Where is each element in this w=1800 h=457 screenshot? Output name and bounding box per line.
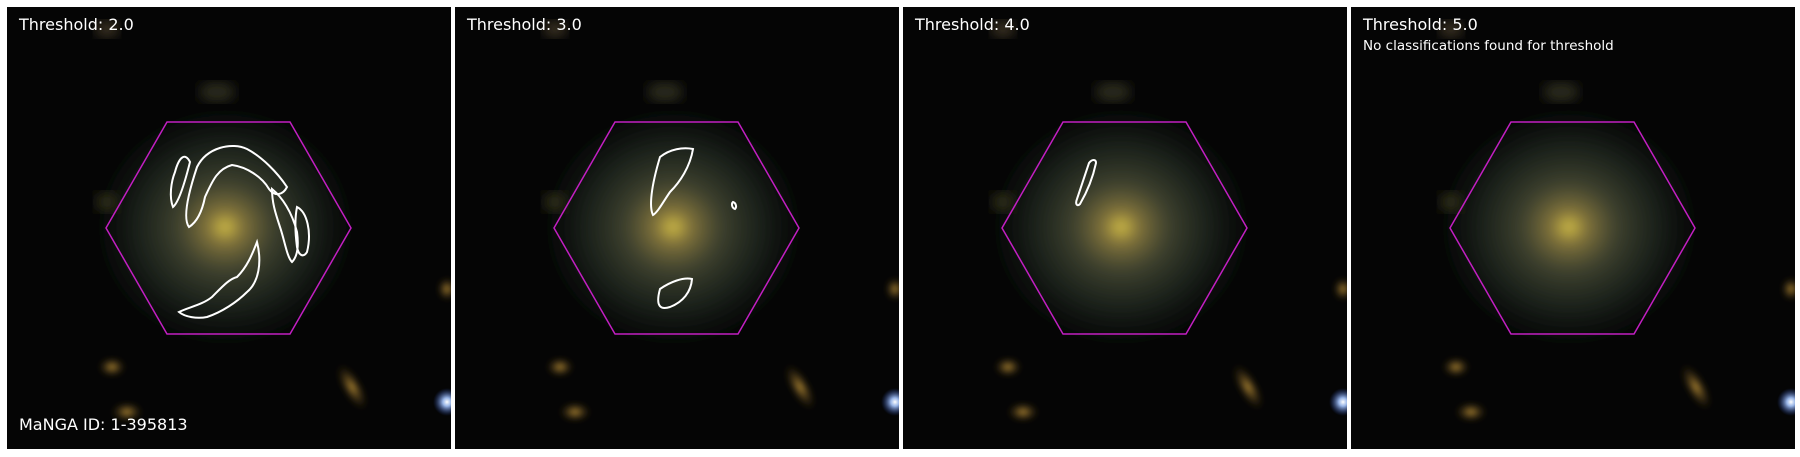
galaxy-image: [455, 7, 899, 449]
fov-hexagon: [1449, 121, 1696, 335]
panel-title: Threshold: 2.0: [19, 15, 134, 34]
classification-contours: [169, 145, 310, 319]
panel-threshold-4: Threshold: 4.0: [903, 7, 1347, 449]
panel-title: Threshold: 3.0: [467, 15, 582, 34]
galaxy-image: [903, 7, 1347, 449]
panel-threshold-3: Threshold: 3.0: [455, 7, 899, 449]
no-classifications-note: No classifications found for threshold: [1363, 38, 1614, 54]
fov-hexagon: [1001, 121, 1248, 335]
fov-hexagon: [105, 121, 352, 335]
fov-hexagon: [553, 121, 800, 335]
galaxy-image: [1351, 7, 1795, 449]
classification-contours: [650, 147, 738, 309]
panel-title: Threshold: 4.0: [915, 15, 1030, 34]
panel-threshold-2: Threshold: 2.0 MaNGA ID: 1-395813: [7, 7, 451, 449]
galaxy-image: [7, 7, 451, 449]
panel-title: Threshold: 5.0: [1363, 15, 1478, 34]
classification-contours: [1075, 159, 1098, 207]
panel-threshold-5: Threshold: 5.0 No classifications found …: [1351, 7, 1795, 449]
manga-id-label: MaNGA ID: 1-395813: [19, 415, 188, 434]
